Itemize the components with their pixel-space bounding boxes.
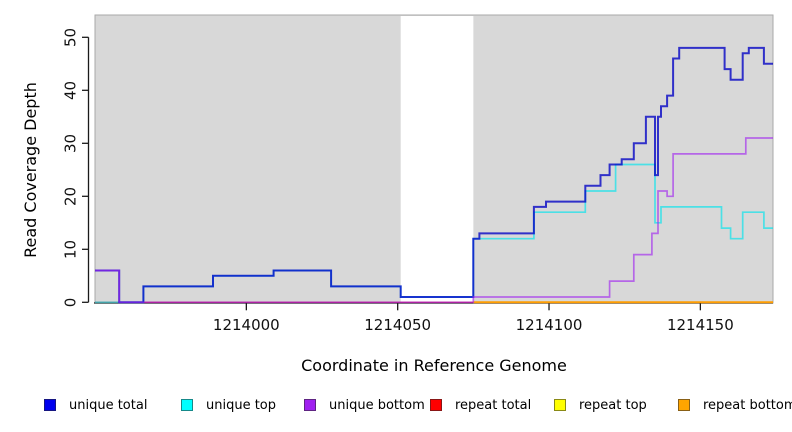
- legend-label: repeat bottom: [703, 397, 792, 413]
- legend-item-repeat-top: repeat top: [554, 396, 647, 414]
- y-tick-label: 50: [61, 28, 80, 48]
- legend-label: repeat top: [579, 397, 647, 413]
- legend-swatch-icon: [304, 399, 316, 411]
- y-tick-label: 0: [61, 298, 80, 308]
- legend-label: unique total: [69, 397, 148, 413]
- legend-item-unique-bottom: unique bottom: [304, 396, 425, 414]
- legend-swatch-icon: [554, 399, 566, 411]
- legend-item-unique-total: unique total: [44, 396, 147, 414]
- x-tick-label: 1214100: [515, 316, 583, 334]
- legend-swatch-icon: [430, 399, 442, 411]
- x-tick-label: 1214050: [364, 316, 432, 334]
- x-tick-label: 1214150: [666, 316, 734, 334]
- y-tick-label: 40: [61, 81, 80, 101]
- legend-item-unique-top: unique top: [181, 396, 276, 414]
- legend-swatch-icon: [181, 399, 193, 411]
- legend-label: unique top: [206, 397, 277, 413]
- legend: unique total unique top unique bottom repea…: [0, 396, 792, 418]
- y-tick-label: 30: [61, 134, 80, 154]
- x-tick-label: 1214000: [212, 316, 280, 334]
- legend-label: repeat total: [455, 397, 532, 413]
- y-tick-label: 20: [61, 187, 80, 207]
- legend-swatch-icon: [44, 399, 56, 411]
- x-axis-label: Coordinate in Reference Genome: [301, 356, 567, 375]
- legend-item-repeat-total: repeat total: [430, 396, 531, 414]
- y-axis-label: Read Coverage Depth: [21, 82, 40, 258]
- legend-swatch-icon: [678, 399, 690, 411]
- legend-label: unique bottom: [329, 397, 425, 413]
- legend-item-repeat-bottom: repeat bottom: [678, 396, 792, 414]
- y-tick-label: 10: [61, 240, 80, 260]
